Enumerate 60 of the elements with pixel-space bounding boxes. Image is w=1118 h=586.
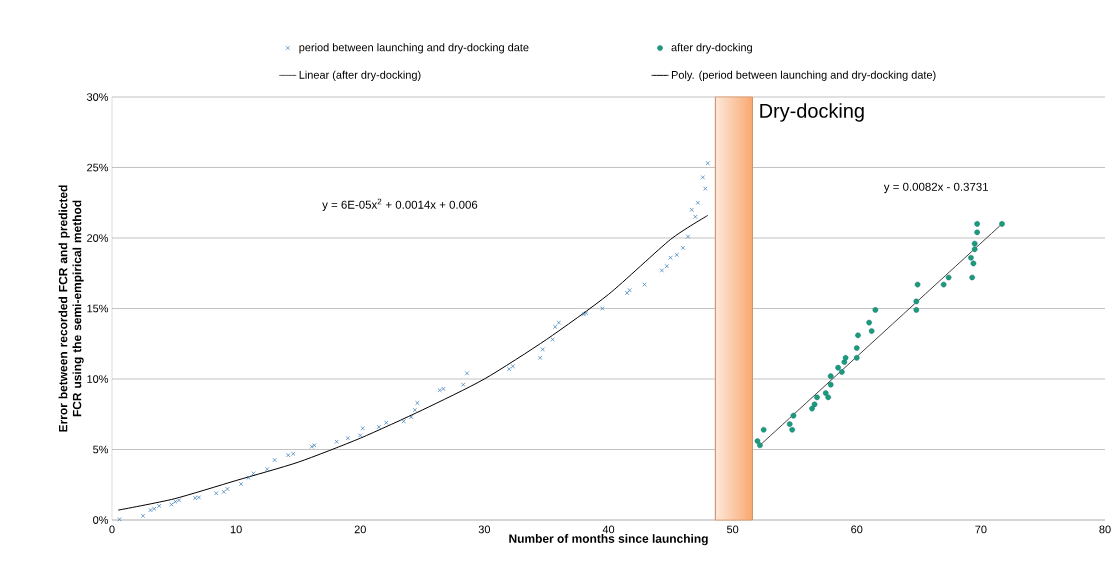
point bbox=[760, 426, 767, 433]
y-axis-title: Error between recorded FCR and predicted FCR using the semi-empirical method bbox=[58, 185, 84, 432]
point bbox=[999, 221, 1005, 227]
point bbox=[913, 298, 920, 305]
legend-label: Poly. (period between launching and dry-docking date) bbox=[671, 70, 936, 81]
y-tick-label: 5% bbox=[93, 445, 109, 454]
point bbox=[842, 355, 849, 361]
point bbox=[790, 412, 797, 419]
x-tick-label: 30 bbox=[478, 525, 491, 534]
legend-label: period between launching and dry-docking date bbox=[299, 43, 529, 54]
y-tick-label: 10% bbox=[87, 375, 109, 383]
x-tick-label: 20 bbox=[354, 525, 366, 534]
point bbox=[866, 319, 872, 326]
point bbox=[872, 307, 879, 313]
point bbox=[827, 381, 834, 388]
legend-label: Linear (after dry-docking) bbox=[299, 70, 421, 81]
annotation: y = 6E-05x$^{2}$ + 0.0014x + 0.006 bbox=[322, 198, 478, 212]
point bbox=[970, 260, 977, 267]
point bbox=[945, 274, 952, 281]
point bbox=[789, 426, 796, 433]
point bbox=[825, 394, 831, 401]
x-tick-label: 0 bbox=[109, 525, 115, 534]
point bbox=[853, 345, 860, 351]
point bbox=[853, 355, 860, 361]
y-tick-label: 30% bbox=[86, 93, 109, 101]
point bbox=[974, 221, 980, 227]
x-axis-title: Number of months since launching bbox=[509, 534, 708, 546]
point bbox=[914, 281, 921, 288]
point bbox=[809, 405, 815, 412]
point bbox=[868, 328, 875, 334]
annotation: y = 0.0082x - 0.3731 bbox=[883, 182, 989, 194]
point bbox=[968, 254, 974, 261]
point bbox=[811, 401, 818, 408]
point bbox=[786, 421, 793, 427]
legend-label: after dry-docking bbox=[671, 43, 752, 54]
point bbox=[913, 307, 920, 313]
point bbox=[974, 229, 980, 236]
band-label: Dry-docking bbox=[760, 103, 864, 122]
y-tick-label: 20% bbox=[87, 234, 109, 242]
point bbox=[757, 442, 763, 449]
point bbox=[969, 274, 975, 281]
x-tick-label: 10 bbox=[230, 525, 242, 534]
point bbox=[839, 369, 845, 375]
point bbox=[835, 364, 841, 371]
point bbox=[754, 438, 761, 444]
y-tick-label: 25% bbox=[87, 163, 109, 172]
x-tick-label: 40 bbox=[602, 525, 615, 534]
point bbox=[940, 281, 947, 288]
line-series bbox=[117, 214, 709, 511]
x-tick-label: 50 bbox=[726, 525, 739, 534]
x-tick-label: 80 bbox=[1099, 525, 1111, 534]
x-tick-label: 60 bbox=[851, 525, 863, 534]
point bbox=[971, 246, 978, 253]
point bbox=[971, 240, 978, 247]
y-tick-label: 15% bbox=[87, 304, 109, 313]
point bbox=[855, 332, 861, 339]
x-tick-label: 70 bbox=[975, 525, 987, 534]
point bbox=[827, 373, 834, 379]
y-tick-label: 0% bbox=[93, 516, 109, 524]
point bbox=[814, 394, 820, 401]
